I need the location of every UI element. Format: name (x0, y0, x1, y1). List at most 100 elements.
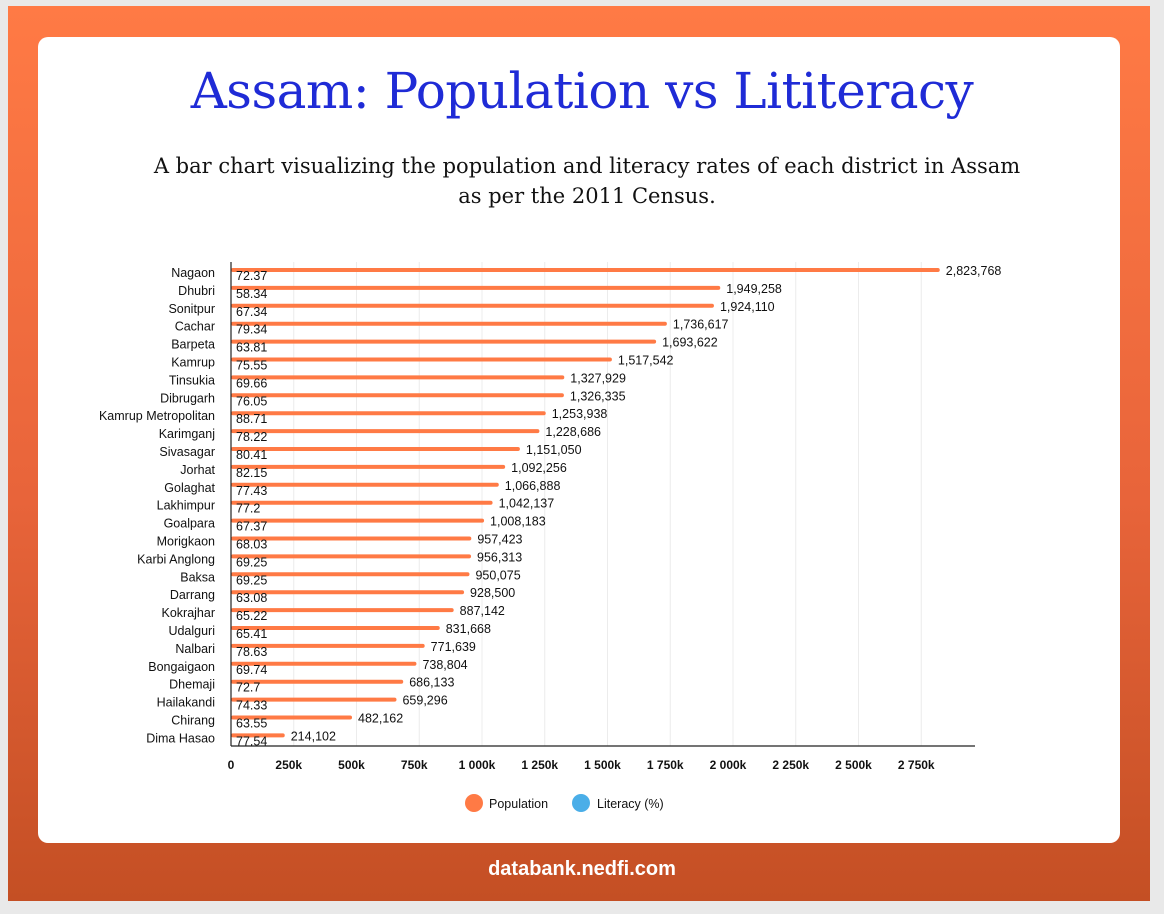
literacy-value-label: 63.55 (236, 717, 267, 731)
x-tick-label: 750k (401, 758, 428, 772)
x-tick-label: 1 000k (459, 758, 496, 772)
population-bar (231, 518, 485, 523)
population-value-label: 1,253,938 (552, 407, 608, 421)
population-value-label: 771,639 (431, 640, 476, 654)
category-label: Karimganj (159, 427, 215, 441)
population-value-label: 1,066,888 (505, 479, 561, 493)
literacy-value-label: 67.34 (236, 305, 267, 319)
literacy-value-label: 69.25 (236, 555, 267, 569)
x-tick-label: 500k (338, 758, 365, 772)
population-bar (231, 268, 940, 272)
population-bar (231, 411, 546, 416)
literacy-value-label: 58.34 (236, 287, 267, 301)
legend-label: Literacy (%) (597, 797, 664, 811)
x-tick-label: 1 250k (521, 758, 558, 772)
category-label: Sivasagar (159, 445, 215, 459)
category-label: Kamrup (171, 356, 215, 370)
literacy-value-label: 63.81 (236, 341, 267, 355)
population-bar (231, 733, 285, 738)
literacy-value-label: 82.15 (236, 466, 267, 480)
category-label: Nagaon (171, 266, 215, 280)
literacy-value-label: 65.22 (236, 609, 267, 623)
population-value-label: 1,924,110 (720, 300, 775, 314)
population-bar (231, 482, 499, 487)
population-bar (231, 554, 472, 559)
population-value-label: 1,228,686 (545, 425, 601, 439)
x-tick-label: 2 750k (898, 758, 935, 772)
population-value-label: 928,500 (470, 586, 515, 600)
category-label: Bongaigaon (148, 660, 215, 674)
literacy-value-label: 79.34 (236, 323, 267, 337)
population-bar (231, 303, 714, 308)
population-value-label: 1,151,050 (526, 443, 582, 457)
category-label: Cachar (175, 320, 215, 334)
population-value-label: 738,804 (422, 658, 467, 672)
population-value-label: 1,042,137 (499, 497, 555, 511)
population-value-label: 2,823,768 (946, 264, 1002, 278)
population-bar (231, 464, 506, 469)
chart-legend: Population Literacy (%) (465, 794, 664, 812)
x-tick-label: 2 500k (835, 758, 872, 772)
legend-swatch (465, 794, 483, 812)
population-value-label: 957,423 (477, 533, 522, 547)
population-bar (231, 572, 470, 577)
category-label: Jorhat (180, 463, 215, 477)
population-value-label: 1,736,617 (673, 318, 729, 332)
literacy-value-label: 72.7 (236, 681, 260, 695)
literacy-value-label: 78.63 (236, 645, 267, 659)
category-label: Lakhimpur (157, 499, 215, 513)
page-title: Assam: Population vs Lititeracy (190, 62, 974, 120)
population-bar (231, 679, 404, 684)
footer-site-link[interactable]: databank.nedfi.com (488, 858, 676, 880)
literacy-value-label: 69.74 (236, 663, 267, 677)
population-bar (231, 608, 454, 613)
population-bar (231, 357, 612, 362)
literacy-value-label: 76.05 (236, 394, 267, 408)
population-value-label: 950,075 (475, 568, 520, 582)
population-bar (231, 339, 657, 344)
population-value-label: 1,008,183 (490, 515, 546, 529)
x-tick-label: 0 (228, 758, 235, 772)
category-label: Udalguri (168, 624, 215, 638)
category-label: Morigkaon (157, 535, 215, 549)
population-value-label: 1,326,335 (570, 389, 626, 403)
category-label: Baksa (180, 570, 215, 584)
literacy-value-label: 65.41 (236, 627, 267, 641)
literacy-value-label: 75.55 (236, 359, 267, 373)
population-bar (231, 447, 520, 451)
category-label: Kokrajhar (162, 606, 216, 620)
category-label: Sonitpur (168, 302, 215, 316)
literacy-value-label: 77.54 (236, 734, 267, 748)
literacy-value-label: 72.37 (236, 269, 267, 283)
population-bar (231, 643, 425, 648)
x-tick-label: 2 000k (710, 758, 747, 772)
category-label: Goalpara (164, 517, 215, 531)
population-bar (231, 715, 353, 720)
population-value-label: 214,102 (291, 729, 336, 743)
category-label: Darrang (170, 588, 215, 602)
x-tick-label: 1 500k (584, 758, 621, 772)
population-value-label: 1,949,258 (726, 282, 782, 296)
category-label: Dhemaji (169, 678, 215, 692)
category-label: Karbi Anglong (137, 552, 215, 566)
population-value-label: 956,313 (477, 550, 522, 564)
category-label: Chirang (171, 714, 215, 728)
literacy-value-label: 67.37 (236, 520, 267, 534)
category-label: Dima Hasao (146, 731, 215, 745)
legend-label: Population (489, 797, 548, 811)
population-bar (231, 321, 667, 326)
population-bar (231, 393, 564, 398)
population-bar (231, 429, 540, 434)
literacy-value-label: 77.43 (236, 484, 267, 498)
literacy-value-label: 78.22 (236, 430, 267, 444)
category-label: Barpeta (171, 338, 215, 352)
literacy-value-label: 74.33 (236, 699, 267, 713)
population-bar (231, 626, 440, 630)
population-value-label: 482,162 (358, 712, 403, 726)
population-value-label: 1,693,622 (662, 336, 718, 350)
chart-card (38, 37, 1120, 843)
literacy-value-label: 63.08 (236, 591, 267, 605)
population-value-label: 1,327,929 (570, 371, 626, 385)
category-label: Dibrugarh (160, 391, 215, 405)
